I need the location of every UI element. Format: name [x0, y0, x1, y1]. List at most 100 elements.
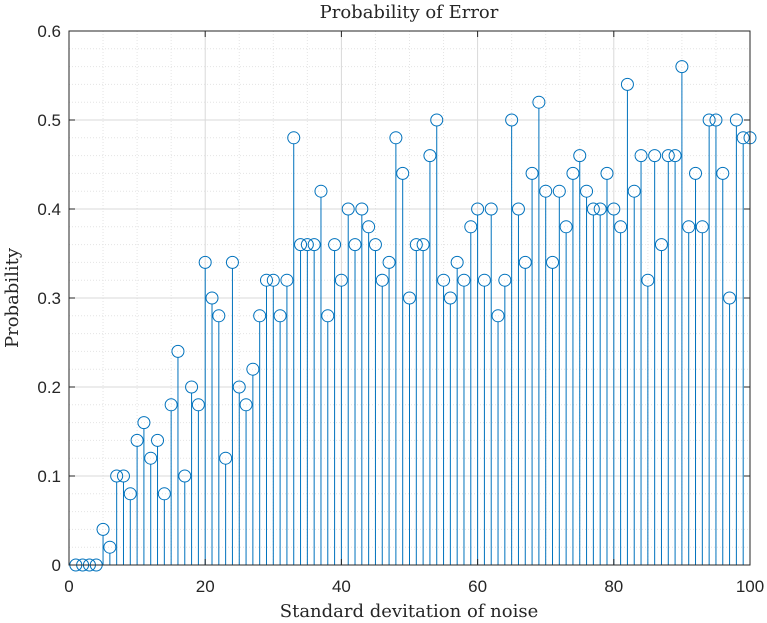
stem-marker [627, 184, 641, 198]
stem-marker [580, 184, 594, 198]
stem-marker [702, 113, 716, 127]
stem-marker [491, 309, 505, 323]
stem-marker [110, 469, 124, 483]
stem-marker [566, 166, 580, 180]
y-tick-label: 0.2 [37, 378, 61, 397]
stem-marker [96, 522, 110, 536]
stem-marker [219, 451, 233, 465]
stem-marker [498, 273, 512, 287]
stem-marker [464, 220, 478, 234]
stem-marker [586, 202, 600, 216]
stem-marker [396, 166, 410, 180]
x-tick-label: 60 [468, 577, 487, 596]
stem-marker [307, 238, 321, 252]
stem-marker [375, 273, 389, 287]
stem-marker [559, 220, 573, 234]
stem-marker [198, 255, 212, 269]
stem-marker [573, 149, 587, 163]
stem-marker [477, 273, 491, 287]
stem-marker [212, 309, 226, 323]
stem-marker [736, 131, 750, 145]
stem-marker [280, 273, 294, 287]
stem-marker [471, 202, 485, 216]
stem-marker [423, 149, 437, 163]
stem-marker [518, 255, 532, 269]
stem-marker [634, 149, 648, 163]
stem-marker [511, 202, 525, 216]
y-tick-label: 0.3 [37, 289, 61, 308]
stem-marker [457, 273, 471, 287]
y-tick-label: 0.6 [37, 22, 61, 41]
stem-marker [300, 238, 314, 252]
stem-marker [348, 238, 362, 252]
stem-marker [682, 220, 696, 234]
stem-marker [137, 416, 151, 430]
stem-marker [525, 166, 539, 180]
stem-marker [443, 291, 457, 305]
tick-labels: 0 20 40 60 80 100 0 0.1 0.2 0.3 0.4 0.5 0.6 [37, 22, 764, 596]
stem-marker [287, 131, 301, 145]
stem-marker [239, 398, 253, 412]
stem-marker [266, 273, 280, 287]
stem-marker [695, 220, 709, 234]
stem-marker [178, 469, 192, 483]
stem-marker [382, 255, 396, 269]
y-axis-label: Probability [2, 247, 23, 348]
stem-marker [654, 238, 668, 252]
y-tick-label: 0.1 [37, 467, 61, 486]
stem-marker [409, 238, 423, 252]
stem-marker [294, 238, 308, 252]
stem-marker [600, 166, 614, 180]
stem-marker [259, 273, 273, 287]
stem-marker [716, 166, 730, 180]
stem-marker [661, 149, 675, 163]
stem-marker [116, 469, 130, 483]
x-tick-label: 80 [604, 577, 623, 596]
stem-marker [389, 131, 403, 145]
stem-marker [641, 273, 655, 287]
stem-marker [437, 273, 451, 287]
stem-marker [484, 202, 498, 216]
x-axis-label: Standard devitation of noise [280, 601, 539, 622]
stem-marker [729, 113, 743, 127]
y-tick-label: 0 [52, 556, 61, 575]
y-tick-label: 0.5 [37, 111, 61, 130]
stem-marker [403, 291, 416, 305]
stem-marker [355, 202, 369, 216]
stem-marker [205, 291, 219, 305]
chart-title: Probability of Error [320, 2, 499, 23]
stem-marker [164, 398, 178, 412]
stem-marker [450, 255, 464, 269]
stem-marker [689, 166, 703, 180]
stem-marker [539, 184, 553, 198]
stem-marker [620, 77, 634, 91]
stem-marker [253, 309, 267, 323]
stem-marker [648, 149, 662, 163]
stem-series [69, 60, 757, 572]
x-tick-label: 0 [64, 577, 73, 596]
stem-marker [593, 202, 607, 216]
stem-marker [532, 95, 546, 109]
stem-marker [546, 255, 560, 269]
stem-marker [144, 451, 158, 465]
stem-marker [171, 344, 185, 358]
stem-marker [552, 184, 566, 198]
stem-marker [103, 540, 117, 554]
stem-marker [334, 273, 348, 287]
stem-marker [430, 113, 444, 127]
x-tick-label: 20 [196, 577, 215, 596]
stem-marker [232, 380, 246, 394]
stem-marker [321, 309, 335, 323]
stem-marker [614, 220, 628, 234]
stem-marker [341, 202, 355, 216]
stem-marker [328, 238, 342, 252]
stem-marker [157, 487, 171, 501]
stem-marker [246, 362, 260, 376]
stem-marker [314, 184, 328, 198]
stem-marker [130, 433, 144, 447]
x-tick-label: 100 [736, 577, 764, 596]
stem-marker [151, 433, 165, 447]
stem-marker [416, 238, 430, 252]
stem-marker [668, 149, 682, 163]
